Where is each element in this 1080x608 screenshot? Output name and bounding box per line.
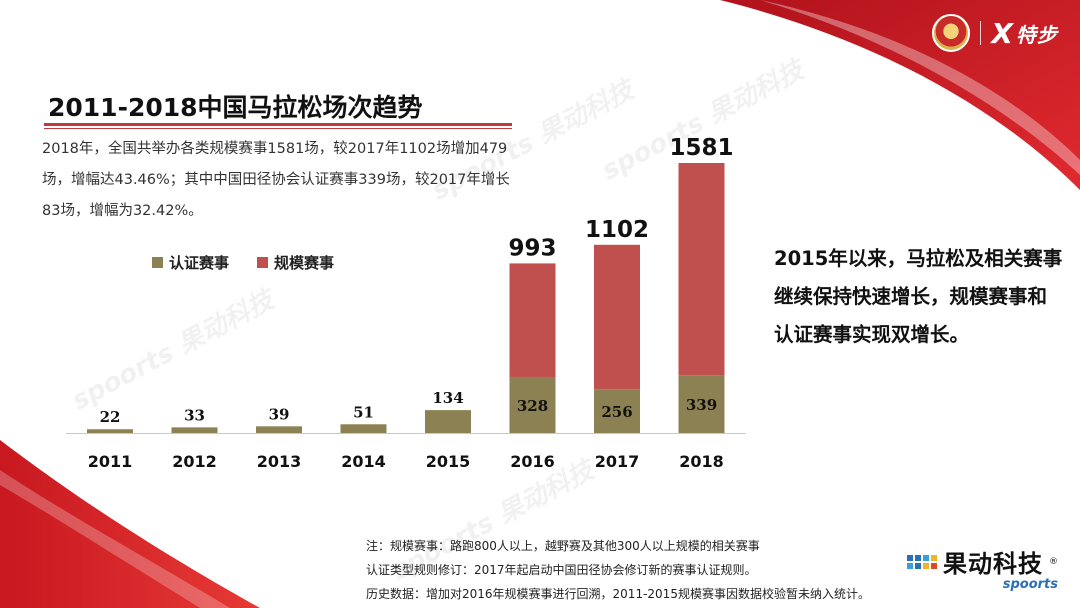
x-tick-label: 2016 [510,452,555,471]
data-label-total: 1581 [669,135,733,161]
logo-dots-icon [907,554,937,569]
bar-scale [678,163,725,376]
legend-swatch-certified [152,257,163,268]
side-summary: 2015年以来，马拉松及相关赛事继续保持快速增长，规模赛事和认证赛事实现双增长。 [774,247,1063,346]
data-label-certified: 328 [517,397,548,415]
data-label-total: 993 [508,235,556,261]
x-tick-label: 2017 [595,452,640,471]
association-emblem-icon [932,14,971,52]
data-label-certified: 256 [601,403,632,421]
data-label-certified: 134 [432,389,463,407]
guodong-logo: 果动科技 ® spoorts [907,544,1058,592]
legend-label-certified: 认证赛事 [169,254,230,272]
legend-swatch-scale [257,257,269,268]
intro-paragraph: 2018年，全国共举办各类规模赛事1581场，较2017年1102场增加479场… [42,141,510,219]
legend-label-scale: 规模赛事 [274,254,335,272]
bar-scale [594,244,640,390]
bar-scale [509,263,556,377]
x-tick-label: 2011 [88,452,133,471]
footnote-line: 历史数据：增加对2016年规模赛事进行回溯，2011-2015规模赛事因数据校验… [366,587,870,601]
x-tick-label: 2018 [679,452,724,471]
logo-divider [980,21,982,45]
footnote-line: 认证类型规则修订：2017年起启动中国田径协会修订新的赛事认证规则。 [366,563,757,577]
footnote-line: 注：规模赛事：路跑800人以上，越野赛及其他300人以上规模的相关赛事 [366,539,760,553]
legend-item-certified: 认证赛事 [152,252,229,273]
bar-certified [256,426,302,433]
x-tick-label: 2015 [426,452,471,471]
chart-legend: 认证赛事 规模赛事 [152,252,334,273]
bar-certified [509,376,556,433]
xtep-logo: X 特步 [991,16,1058,50]
x-tick-label: 2012 [172,452,217,471]
bar-certified [340,424,387,433]
bar-certified [171,427,218,433]
data-label-certified: 33 [184,406,205,424]
logo-cn-text: 果动科技 [943,550,1043,578]
x-tick-label: 2014 [341,452,386,471]
data-label-certified: 39 [269,405,290,423]
header-logos: X 特步 [932,14,1058,52]
bar-certified [425,410,471,433]
legend-item-scale: 规模赛事 [257,252,334,273]
registered-mark: ® [1049,556,1058,567]
data-label-certified: 51 [353,403,374,421]
data-label-certified: 22 [100,408,121,426]
data-label-total: 1102 [585,217,649,243]
title-underline-thin [44,128,512,129]
bar-certified [87,429,133,433]
logo-en-text: spoorts [1002,577,1058,592]
x-tick-label: 2013 [257,452,302,471]
data-label-certified: 339 [686,396,717,414]
footnotes: 注：规模赛事：路跑800人以上，越野赛及其他300人以上规模的相关赛事 认证类型… [366,534,870,606]
bar-certified [678,375,725,433]
bar-certified [594,389,640,433]
page-title: 2011-2018中国马拉松场次趋势 [48,93,423,122]
title-underline [44,123,512,126]
